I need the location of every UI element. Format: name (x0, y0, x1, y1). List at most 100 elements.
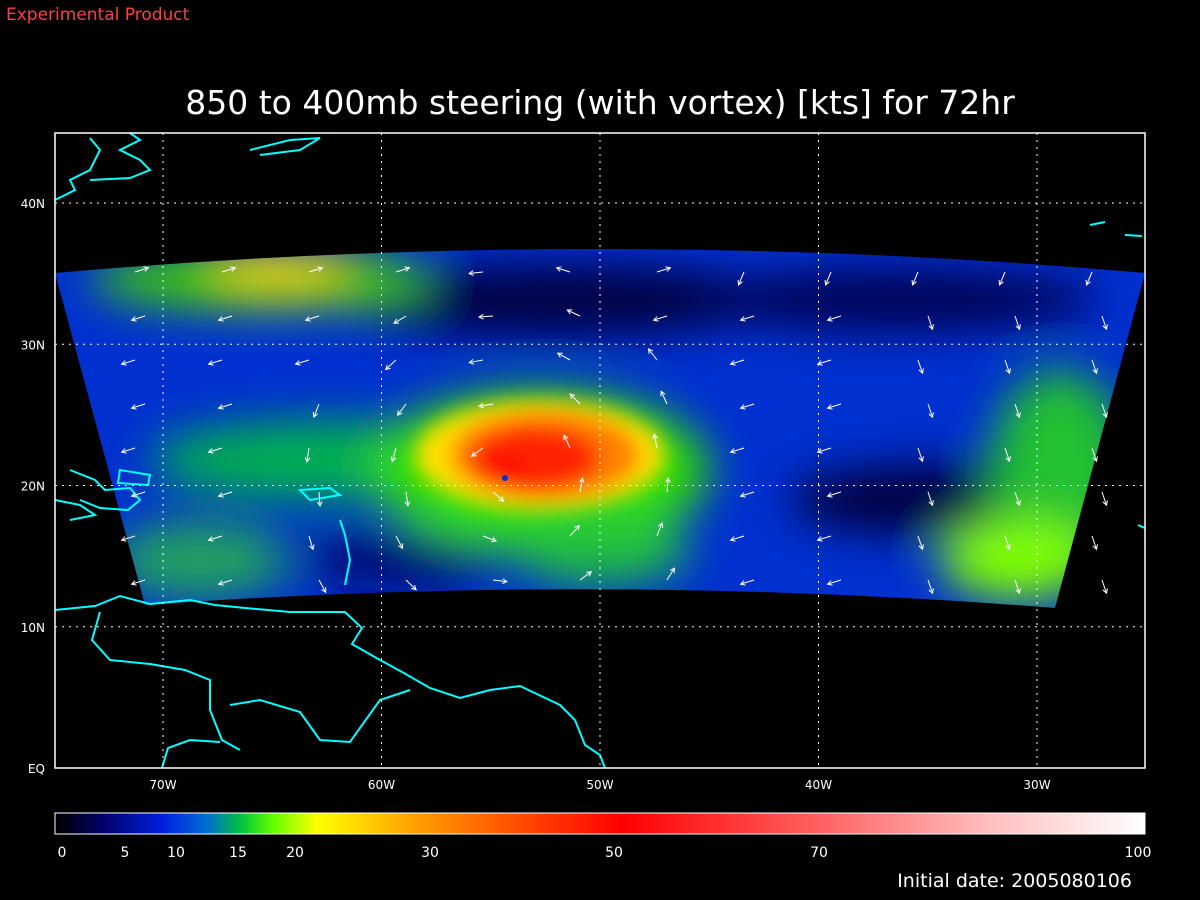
wind-arrow (569, 524, 581, 537)
arrow-head (470, 451, 477, 457)
arrow-shaft (218, 491, 233, 497)
arrow-head (729, 536, 736, 542)
wind-arrow (384, 359, 397, 371)
arrow-head (652, 316, 659, 322)
arrow-shaft (927, 315, 933, 330)
arrow-head (826, 580, 833, 586)
wind-arrow (917, 535, 924, 551)
wind-arrow (312, 403, 320, 418)
arrow-head (660, 390, 666, 397)
arrow-head (207, 448, 214, 454)
wind-arrow (660, 390, 668, 405)
arrow-shaft (1101, 579, 1107, 594)
arrow-head (826, 316, 833, 322)
wind-arrow (566, 309, 581, 317)
arrow-shaft (740, 491, 755, 497)
colorbar-label: 70 (810, 845, 828, 861)
arrow-shaft (318, 491, 321, 506)
arrow-head (120, 536, 127, 542)
arrow-head (1015, 324, 1021, 331)
arrow-shaft (917, 359, 923, 374)
arrow-head (563, 434, 569, 441)
colorbar-label: 100 (1125, 845, 1152, 861)
arrow-head (824, 279, 830, 286)
wind-arrow (221, 266, 237, 273)
wind-arrow (739, 579, 755, 586)
wind-arrow (826, 491, 842, 498)
arrow-head (1102, 412, 1108, 419)
arrow-shaft (1091, 359, 1097, 374)
arrow-shaft (738, 271, 745, 286)
arrow-shaft (656, 522, 663, 537)
wind-arrow (563, 434, 571, 449)
wind-arrow (217, 403, 233, 410)
arrow-shaft (131, 403, 146, 409)
lat-label: 20N (21, 480, 45, 494)
arrow-head (816, 448, 823, 454)
arrow-head (928, 500, 934, 507)
wind-arrow (316, 491, 323, 508)
arrow-head (130, 580, 137, 586)
wind-arrow (816, 535, 832, 542)
initial-date: Initial date: 2005080106 (897, 870, 1132, 892)
arrow-head (918, 544, 924, 551)
colorbar (54, 812, 1146, 835)
arrow-shaft (653, 434, 658, 449)
arrow-shaft (121, 359, 136, 365)
lon-label: 40W (805, 778, 832, 792)
arrow-head (468, 359, 475, 365)
wind-arrow (318, 579, 327, 594)
arrow-head (569, 393, 576, 399)
arrow-head (217, 316, 224, 322)
arrow-head (478, 402, 485, 409)
arrow-shaft (569, 393, 581, 405)
arrow-shaft (391, 447, 397, 462)
arrow-head (586, 571, 593, 577)
arrow-shaft (740, 579, 755, 585)
wind-arrow (468, 359, 484, 365)
wind-arrow (134, 266, 150, 273)
wind-arrows (120, 266, 1108, 595)
arrow-head (143, 266, 150, 272)
arrow-head (574, 524, 581, 531)
lat-label: 10N (21, 621, 45, 635)
arrow-head (566, 309, 573, 315)
wind-arrow (656, 266, 672, 273)
wind-arrow (130, 491, 146, 498)
arrow-shaft (131, 579, 146, 585)
wind-arrow (207, 535, 223, 542)
arrow-shaft (1014, 491, 1020, 506)
wind-arrow (739, 315, 755, 322)
colorbar-label: 15 (229, 845, 247, 861)
arrow-shaft (740, 315, 755, 321)
arrow-shaft (927, 403, 933, 418)
wind-arrow (304, 447, 311, 463)
arrow-head (1005, 368, 1011, 375)
wind-arrow (652, 315, 668, 322)
arrow-head (652, 433, 658, 440)
arrow-shaft (730, 447, 745, 453)
wind-arrow (492, 491, 505, 502)
wind-arrow (737, 271, 745, 286)
arrow-shaft (817, 535, 832, 541)
arrow-head (928, 412, 934, 419)
arrow-head (556, 352, 563, 358)
wind-arrow (1101, 403, 1108, 419)
colorbar-label: 30 (421, 845, 439, 861)
arrow-head (669, 567, 676, 574)
arrow-shaft (295, 359, 310, 365)
arrow-shaft (385, 359, 397, 370)
arrow-head (393, 318, 400, 324)
arrow-head (657, 521, 664, 528)
wind-arrow (207, 359, 223, 366)
arrow-head (1092, 544, 1098, 551)
arrow-head (739, 316, 746, 322)
arrow-head (1005, 456, 1011, 463)
wind-arrow (304, 315, 320, 322)
arrow-head (665, 477, 671, 483)
arrow-shaft (666, 478, 669, 493)
wind-arrow (470, 447, 484, 457)
arrow-shaft (405, 579, 417, 591)
lat-label: 40N (21, 197, 45, 211)
arrow-shaft (1004, 359, 1010, 374)
